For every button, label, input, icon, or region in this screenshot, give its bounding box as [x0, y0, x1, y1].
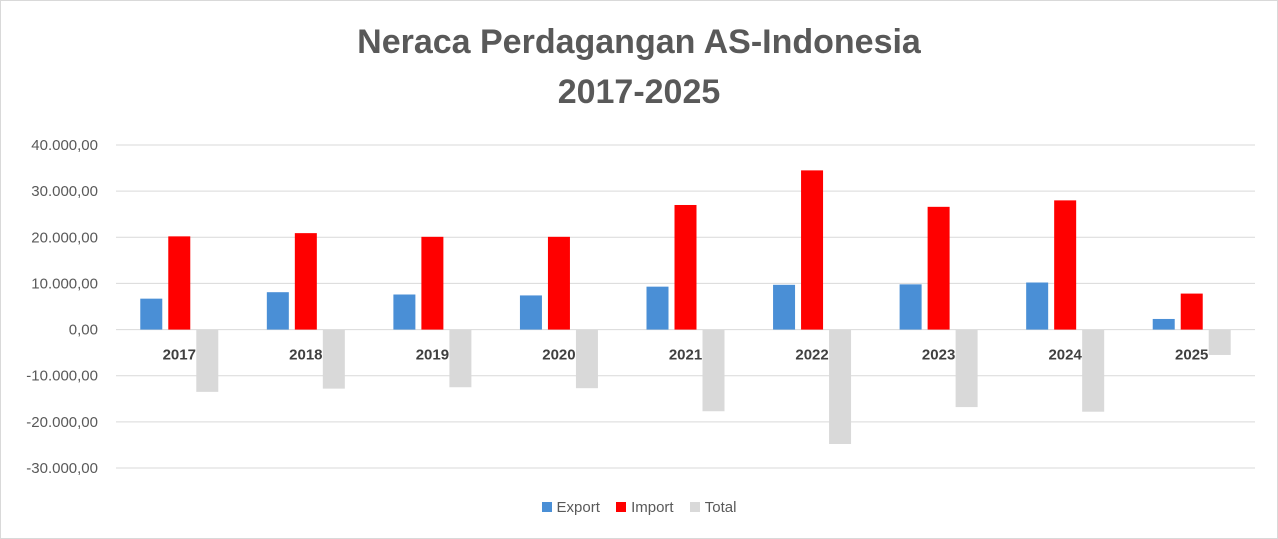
chart-title: Neraca Perdagangan AS-Indonesia 2017-202…	[1, 17, 1277, 117]
legend: Export Import Total	[1, 499, 1277, 516]
bar-import-2024	[1054, 200, 1077, 330]
y-tick-label: 20.000,00	[31, 229, 98, 246]
bar-total-2022	[829, 329, 852, 445]
legend-label-export: Export	[556, 499, 600, 516]
legend-item-export: Export	[541, 499, 600, 516]
bar-export-2025	[1152, 318, 1175, 330]
bar-export-2024	[1026, 282, 1049, 330]
bar-total-2017	[196, 329, 219, 392]
y-tick-label: 10.000,00	[31, 275, 98, 292]
bar-export-2020	[519, 295, 542, 330]
bar-export-2022	[773, 284, 796, 330]
x-category-label: 2019	[416, 347, 449, 364]
bar-total-2025	[1208, 329, 1231, 355]
bar-import-2020	[547, 236, 570, 330]
bar-export-2021	[646, 286, 669, 330]
bar-import-2025	[1180, 293, 1203, 330]
x-category-label: 2024	[1048, 347, 1082, 364]
bar-import-2017	[168, 236, 191, 330]
bar-export-2019	[393, 294, 416, 330]
bar-total-2020	[575, 329, 598, 389]
y-tick-label: 0,00	[69, 322, 98, 339]
bar-total-2019	[449, 329, 472, 388]
chart-title-line2: 2017-2025	[557, 73, 721, 111]
bar-export-2023	[899, 284, 922, 330]
bar-total-2018	[322, 329, 345, 389]
legend-item-total: Total	[689, 499, 737, 516]
legend-swatch-total	[689, 502, 700, 512]
bar-import-2022	[801, 170, 824, 330]
x-category-label: 2022	[795, 347, 828, 364]
legend-label-total: Total	[704, 499, 737, 516]
bar-import-2023	[927, 206, 950, 330]
chart-title-line1: Neraca Perdagangan AS-Indonesia	[357, 23, 921, 61]
y-tick-label: 30.000,00	[31, 183, 98, 200]
x-category-label: 2021	[669, 347, 702, 364]
x-category-label: 2023	[922, 347, 955, 364]
x-category-label: 2025	[1175, 347, 1208, 364]
x-category-label: 2018	[289, 347, 322, 364]
bar-import-2021	[674, 204, 697, 330]
bar-total-2024	[1082, 329, 1105, 412]
bar-import-2019	[421, 236, 444, 330]
bar-total-2021	[702, 329, 725, 412]
y-tick-label: -20.000,00	[26, 414, 98, 431]
legend-item-import: Import	[616, 499, 674, 516]
bar-total-2023	[955, 329, 978, 408]
y-tick-label: -10.000,00	[26, 368, 98, 385]
legend-label-import: Import	[631, 499, 674, 516]
x-category-label: 2017	[163, 347, 196, 364]
legend-swatch-export	[541, 502, 552, 512]
bar-import-2018	[294, 233, 317, 330]
y-tick-label: -30.000,00	[26, 460, 98, 477]
bar-export-2017	[140, 298, 163, 330]
y-tick-label: 40.000,00	[31, 137, 98, 154]
bar-export-2018	[266, 292, 289, 330]
legend-swatch-import	[616, 502, 627, 512]
x-category-label: 2020	[542, 347, 575, 364]
